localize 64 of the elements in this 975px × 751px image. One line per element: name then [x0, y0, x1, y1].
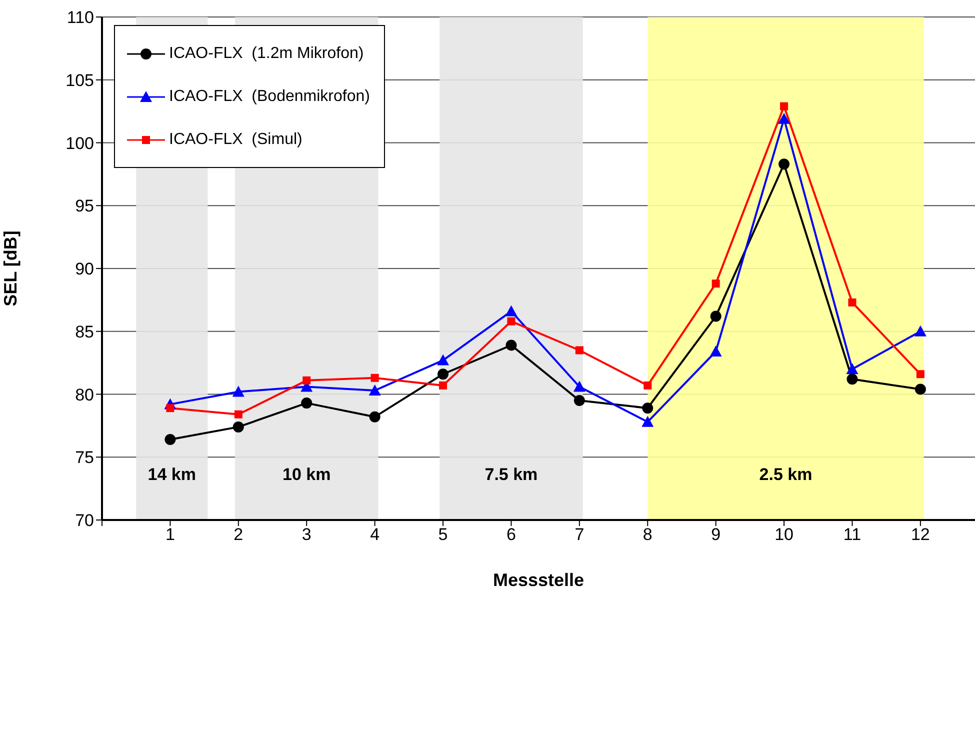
point — [710, 345, 722, 356]
y-tick-label: 90 — [75, 260, 94, 279]
point — [506, 340, 517, 351]
legend-label: ICAO-FLX (1.2m Mikrofon) — [169, 44, 364, 62]
point — [438, 368, 449, 380]
point — [505, 305, 518, 316]
x-tick-label: 8 — [642, 525, 652, 544]
y-axis-title: SEL [dB] — [0, 230, 20, 306]
x-tick-label: 10 — [774, 525, 794, 544]
x-tick-label: 12 — [910, 525, 930, 544]
point — [573, 380, 586, 392]
y-tick-label: 95 — [75, 196, 94, 216]
y-tick-label: 85 — [75, 322, 94, 342]
point — [166, 404, 174, 412]
point — [164, 434, 176, 446]
point — [914, 384, 926, 395]
x-tick-label: 4 — [370, 525, 380, 544]
y-tick-label: 100 — [66, 134, 94, 153]
point — [644, 381, 652, 390]
point — [642, 402, 654, 414]
y-tick-label: 110 — [66, 8, 94, 28]
legend-label: ICAO-FLX (Bodenmikrofon) — [169, 88, 370, 106]
point — [368, 384, 381, 396]
point — [780, 102, 788, 110]
x-tick-label: 11 — [843, 525, 862, 544]
y-tick-label: 105 — [66, 70, 94, 90]
point — [778, 158, 790, 170]
point — [369, 411, 380, 422]
point — [575, 346, 584, 354]
point — [710, 310, 722, 322]
y-tick-label: 70 — [75, 511, 94, 530]
x-tick-label: 3 — [302, 525, 312, 544]
point — [370, 374, 379, 382]
x-tick-label: 1 — [165, 525, 175, 544]
x-tick-label: 9 — [711, 525, 721, 544]
y-tick-label: 80 — [75, 385, 94, 404]
band-label: 7.5 km — [484, 465, 538, 484]
point — [234, 410, 242, 418]
x-axis-title: Messstelle — [492, 570, 584, 590]
point — [574, 395, 585, 406]
point — [846, 363, 858, 374]
legend-label: ICAO-FLX (Simul) — [169, 130, 302, 148]
band-label: 14 km — [148, 465, 196, 484]
band-label: 2.5 km — [759, 465, 812, 484]
point — [232, 386, 244, 397]
point — [848, 298, 856, 306]
point — [712, 280, 720, 288]
point — [437, 354, 450, 366]
y-tick-label: 75 — [75, 448, 94, 468]
point — [301, 398, 312, 409]
x-tick-label: 5 — [438, 525, 448, 544]
point — [778, 112, 790, 124]
x-tick-label: 7 — [574, 525, 584, 544]
point — [642, 416, 654, 427]
point — [232, 421, 244, 432]
point — [916, 370, 924, 378]
point — [302, 376, 311, 384]
x-tick-label: 6 — [506, 525, 516, 544]
point — [846, 374, 858, 385]
point — [507, 317, 516, 326]
point — [439, 381, 448, 390]
band-label: 10 km — [282, 465, 331, 484]
point — [914, 325, 926, 336]
x-tick-label: 2 — [234, 525, 244, 544]
